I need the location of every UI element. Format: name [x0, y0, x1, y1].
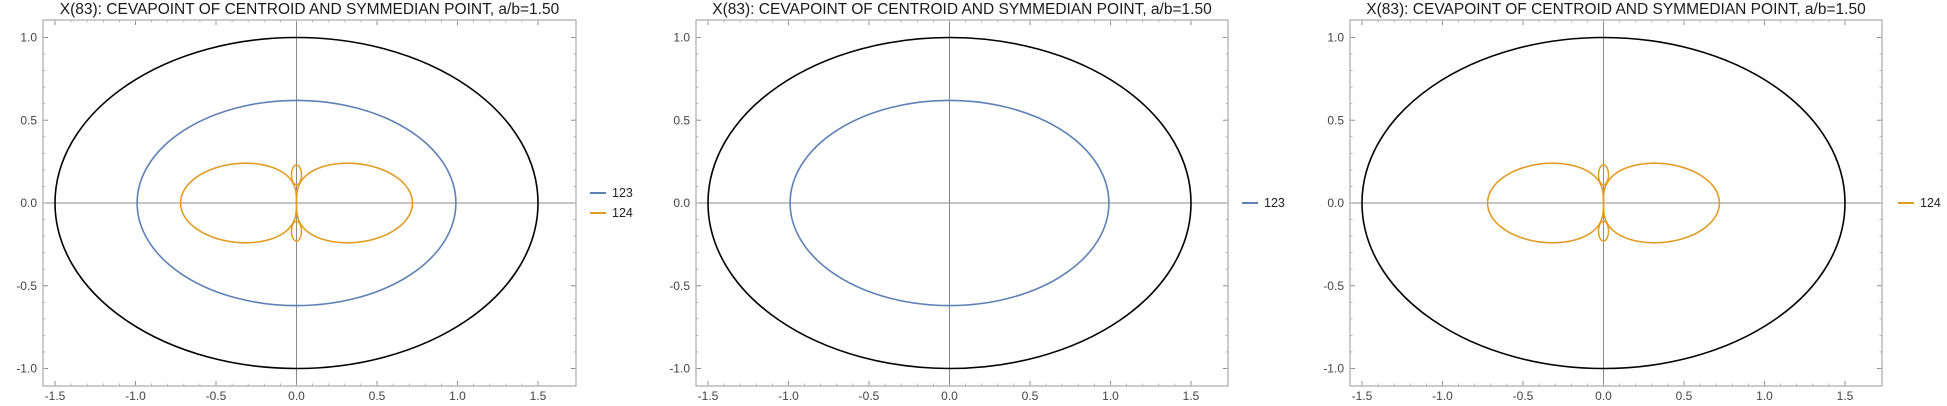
series-124-inner-loop — [1597, 164, 1610, 186]
y-tick-label: -1.0 — [1323, 362, 1344, 376]
chart-title: X(83): CEVAPOINT OF CENTROID AND SYMMEDI… — [1366, 1, 1866, 18]
y-tick-label: 0.0 — [673, 196, 690, 210]
y-tick-label: -0.5 — [1323, 279, 1344, 293]
y-tick-label: 0.5 — [673, 113, 690, 127]
x-tick-label: 0.5 — [369, 389, 386, 403]
x-tick-label: 0.0 — [288, 389, 305, 403]
legend: 123 — [1242, 196, 1285, 210]
y-tick-label: -0.5 — [669, 279, 690, 293]
x-tick-label: 0.0 — [1595, 389, 1612, 403]
chart-panel-1: X(83): CEVAPOINT OF CENTROID AND SYMMEDI… — [16, 1, 633, 403]
x-tick-label: 0.5 — [1676, 389, 1693, 403]
x-tick-label: 1.0 — [1756, 389, 1773, 403]
series-124-inner-loop — [1597, 220, 1610, 242]
series-124-right-lobe — [295, 162, 414, 244]
x-tick-label: -1.0 — [778, 389, 799, 403]
reference-ellipse — [54, 36, 539, 370]
x-tick-label: 1.5 — [1837, 389, 1854, 403]
chart-title: X(83): CEVAPOINT OF CENTROID AND SYMMEDI… — [712, 1, 1212, 18]
x-tick-label: -0.5 — [206, 389, 227, 403]
y-tick-label: 0.0 — [20, 196, 37, 210]
legend-label-123: 123 — [1264, 196, 1285, 210]
x-tick-label: 0.0 — [941, 389, 958, 403]
y-tick-label: 0.5 — [20, 113, 37, 127]
legend-label-123: 123 — [612, 186, 633, 200]
x-tick-label: -1.0 — [125, 389, 146, 403]
legend-label-124: 124 — [612, 206, 633, 220]
x-tick-label: -1.5 — [45, 389, 66, 403]
reference-ellipse — [707, 36, 1192, 370]
series-123-curve — [136, 99, 457, 307]
y-tick-label: 1.0 — [20, 31, 37, 45]
series-124-inner-loop — [290, 164, 303, 186]
reference-ellipse — [1361, 36, 1846, 370]
y-tick-label: -0.5 — [16, 279, 37, 293]
series-123-curve — [789, 99, 1110, 307]
x-tick-label: 1.5 — [530, 389, 547, 403]
series-124-left-lobe — [1486, 162, 1605, 244]
legend-label-124: 124 — [1920, 196, 1941, 210]
y-tick-label: -1.0 — [669, 362, 690, 376]
y-tick-label: -1.0 — [16, 362, 37, 376]
chart-panel-3: X(83): CEVAPOINT OF CENTROID AND SYMMEDI… — [1323, 1, 1941, 403]
y-tick-label: 0.0 — [1327, 196, 1344, 210]
x-tick-label: -0.5 — [1513, 389, 1534, 403]
series-124-left-lobe — [179, 162, 298, 244]
chart-panel-2: X(83): CEVAPOINT OF CENTROID AND SYMMEDI… — [669, 1, 1285, 403]
y-tick-label: 1.0 — [673, 31, 690, 45]
y-tick-label: 0.5 — [1327, 113, 1344, 127]
x-tick-label: -1.5 — [1352, 389, 1373, 403]
x-tick-label: 1.0 — [1102, 389, 1119, 403]
x-tick-label: -0.5 — [859, 389, 880, 403]
chart-title: X(83): CEVAPOINT OF CENTROID AND SYMMEDI… — [60, 1, 560, 18]
series-124-inner-loop — [290, 220, 303, 242]
legend: 124 — [1898, 196, 1941, 210]
x-tick-label: 0.5 — [1022, 389, 1039, 403]
x-tick-label: -1.5 — [698, 389, 719, 403]
x-tick-label: 1.0 — [449, 389, 466, 403]
series-124-right-lobe — [1602, 162, 1721, 244]
x-tick-label: -1.0 — [1432, 389, 1453, 403]
y-tick-label: 1.0 — [1327, 31, 1344, 45]
x-tick-label: 1.5 — [1183, 389, 1200, 403]
